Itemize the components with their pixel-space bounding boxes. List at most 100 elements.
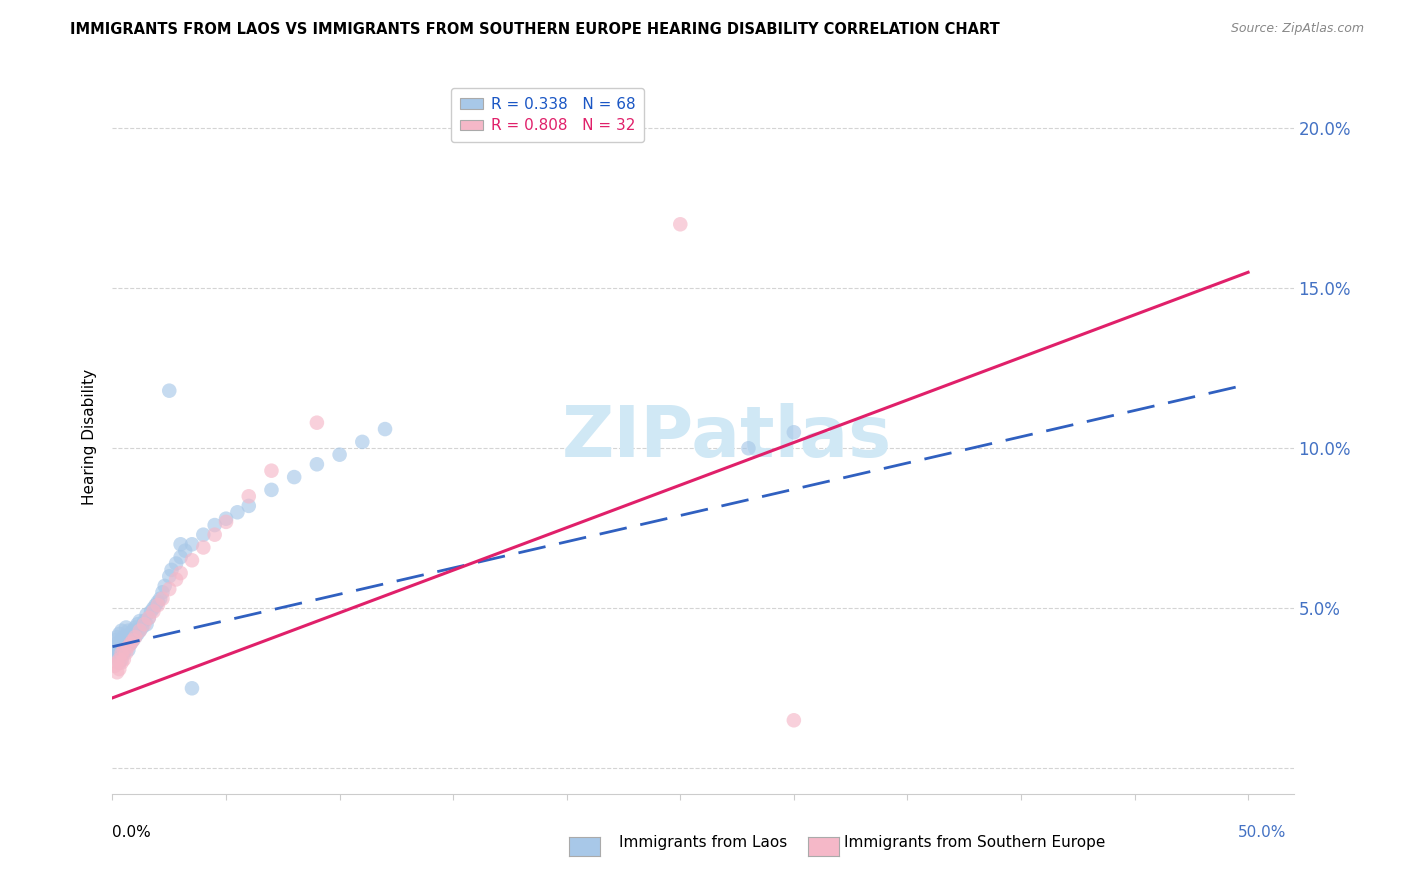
- Point: [165, 557, 187, 571]
- Point: [110, 652, 132, 666]
- Point: [117, 633, 139, 648]
- Point: [112, 630, 135, 644]
- Point: [138, 611, 160, 625]
- Point: [104, 633, 127, 648]
- Point: [127, 617, 149, 632]
- Point: [105, 656, 128, 670]
- Point: [110, 624, 132, 638]
- Point: [169, 566, 191, 580]
- Point: [238, 489, 260, 503]
- Point: [122, 633, 145, 648]
- Point: [105, 665, 128, 680]
- Point: [124, 630, 146, 644]
- Point: [122, 624, 145, 638]
- Point: [108, 646, 131, 660]
- Point: [204, 527, 226, 541]
- Point: [146, 595, 169, 609]
- Text: Immigrants from Laos: Immigrants from Laos: [619, 836, 787, 850]
- Point: [122, 633, 145, 648]
- Point: [139, 605, 162, 619]
- Text: 50.0%: 50.0%: [1239, 825, 1286, 840]
- Text: Immigrants from Southern Europe: Immigrants from Southern Europe: [844, 836, 1105, 850]
- Point: [260, 483, 283, 497]
- Y-axis label: Hearing Disability: Hearing Disability: [82, 369, 97, 505]
- Point: [117, 643, 139, 657]
- Point: [120, 636, 142, 650]
- Point: [104, 646, 127, 660]
- Point: [783, 425, 806, 440]
- Point: [157, 569, 180, 583]
- Point: [181, 537, 204, 551]
- Point: [105, 643, 128, 657]
- Point: [152, 591, 174, 606]
- Point: [112, 643, 135, 657]
- Point: [120, 636, 142, 650]
- Point: [169, 550, 191, 565]
- Point: [193, 527, 215, 541]
- Point: [169, 537, 191, 551]
- Point: [115, 646, 138, 660]
- Point: [115, 620, 138, 634]
- Point: [108, 640, 131, 654]
- Legend: R = 0.338   N = 68, R = 0.808   N = 32: R = 0.338 N = 68, R = 0.808 N = 32: [451, 88, 644, 143]
- Point: [152, 585, 174, 599]
- Point: [112, 636, 135, 650]
- Point: [124, 630, 146, 644]
- Point: [104, 640, 127, 654]
- Point: [142, 605, 165, 619]
- Point: [128, 624, 150, 638]
- Point: [117, 640, 139, 654]
- Point: [110, 643, 132, 657]
- Point: [108, 662, 131, 676]
- Point: [215, 515, 238, 529]
- Point: [105, 636, 128, 650]
- Point: [305, 416, 328, 430]
- Point: [128, 614, 150, 628]
- Point: [105, 630, 128, 644]
- Point: [131, 620, 153, 634]
- Point: [124, 620, 146, 634]
- Point: [108, 627, 131, 641]
- Point: [145, 598, 167, 612]
- Point: [127, 627, 149, 641]
- Point: [146, 598, 169, 612]
- Point: [135, 617, 157, 632]
- Point: [215, 511, 238, 525]
- Point: [112, 652, 135, 666]
- Point: [157, 384, 180, 398]
- Point: [181, 553, 204, 567]
- Point: [226, 505, 249, 519]
- Text: IMMIGRANTS FROM LAOS VS IMMIGRANTS FROM SOUTHERN EUROPE HEARING DISABILITY CORRE: IMMIGRANTS FROM LAOS VS IMMIGRANTS FROM …: [70, 22, 1000, 37]
- Point: [104, 659, 127, 673]
- Point: [669, 217, 692, 231]
- Point: [110, 633, 132, 648]
- Text: Source: ZipAtlas.com: Source: ZipAtlas.com: [1230, 22, 1364, 36]
- Point: [165, 573, 187, 587]
- Point: [110, 656, 132, 670]
- Point: [260, 464, 283, 478]
- Point: [134, 617, 156, 632]
- Point: [112, 646, 135, 660]
- Point: [204, 518, 226, 533]
- Point: [238, 499, 260, 513]
- Point: [157, 582, 180, 596]
- Point: [108, 652, 131, 666]
- Point: [174, 543, 197, 558]
- Text: 0.0%: 0.0%: [112, 825, 152, 840]
- Point: [120, 627, 142, 641]
- Point: [105, 649, 128, 664]
- Point: [135, 607, 157, 622]
- Point: [115, 630, 138, 644]
- Point: [110, 646, 132, 660]
- Point: [128, 624, 150, 638]
- Point: [193, 541, 215, 555]
- Point: [352, 434, 374, 449]
- Point: [108, 656, 131, 670]
- Point: [115, 640, 138, 654]
- Point: [149, 591, 172, 606]
- Point: [305, 457, 328, 471]
- Point: [134, 614, 156, 628]
- Point: [117, 624, 139, 638]
- Point: [783, 713, 806, 727]
- Point: [181, 681, 204, 696]
